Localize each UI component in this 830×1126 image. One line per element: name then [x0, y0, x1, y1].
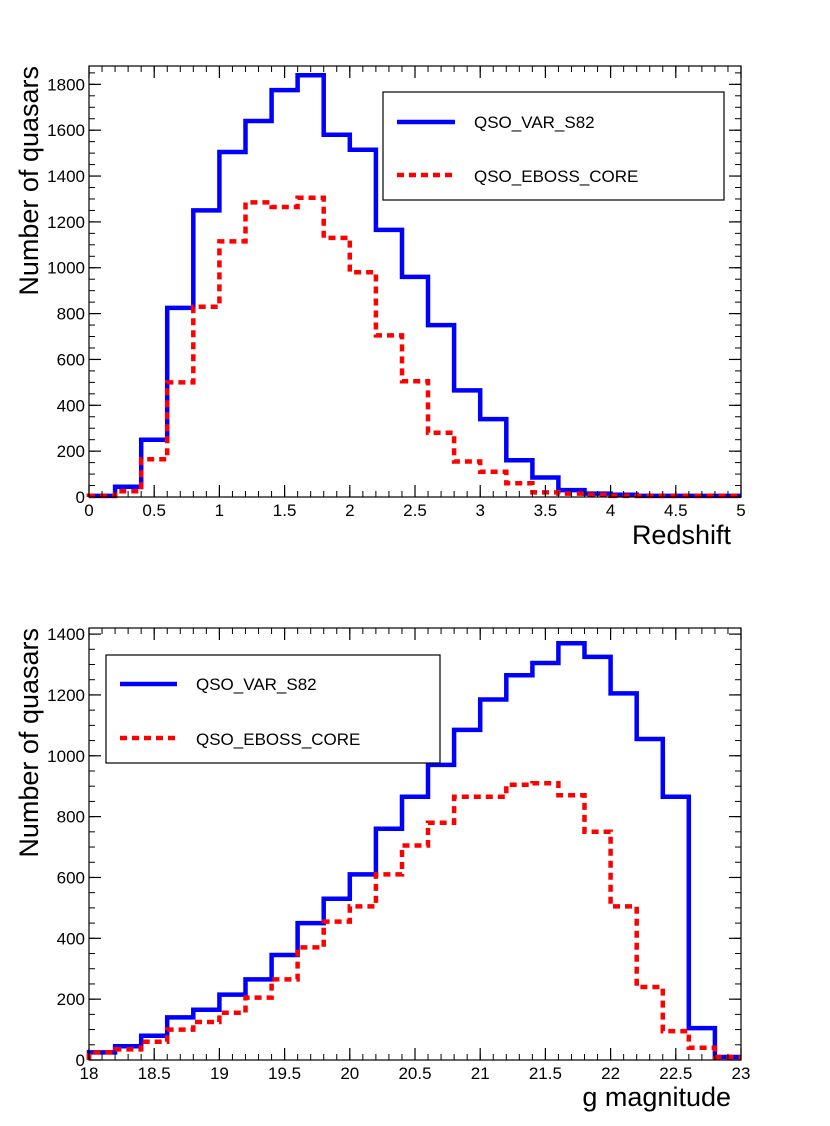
- y-tick-label: 1000: [47, 747, 85, 766]
- y-tick-label: 800: [57, 305, 85, 324]
- axis-ticks: [88, 628, 742, 1061]
- x-tick-label: 21: [471, 1064, 490, 1083]
- x-tick-label: 0.5: [142, 501, 166, 520]
- y-tick-label: 0: [76, 488, 85, 507]
- y-tick-labels: 0 200 400 600 800 1000 1200 1400: [47, 625, 85, 1070]
- x-tick-label: 2.5: [403, 501, 427, 520]
- x-tick-label: 5: [736, 501, 745, 520]
- x-tick-labels: 0 0.5 1 1.5 2 2.5 3 3.5 4 4.5 5: [84, 501, 745, 520]
- y-tick-label: 1800: [47, 75, 85, 94]
- legend-label-qso-var-s82: QSO_VAR_S82: [196, 675, 317, 694]
- y-tick-labels: 0 200 400 600 800 1000 1200 1400 1600 1800: [47, 75, 85, 507]
- y-tick-label: 1200: [47, 686, 85, 705]
- legend-label-qso-eboss-core: QSO_EBOSS_CORE: [196, 730, 360, 749]
- redshift-histogram-panel: 0 0.5 1 1.5 2 2.5 3 3.5 4 4.5 5 0 200 400 600 800 1000 1…: [14, 65, 746, 550]
- x-tick-label: 4: [606, 501, 615, 520]
- plot-area: [86, 72, 741, 499]
- axis-ticks: [88, 66, 742, 498]
- y-tick-label: 1400: [47, 167, 85, 186]
- x-tick-label: 19: [210, 1064, 229, 1083]
- series-qso-eboss-core: [86, 195, 741, 499]
- y-tick-label: 1400: [47, 625, 85, 644]
- series-qso-var-s82: [86, 640, 741, 1060]
- y-tick-label: 600: [57, 350, 85, 369]
- x-tick-label: 22.5: [659, 1064, 692, 1083]
- x-tick-label: 4.5: [664, 501, 688, 520]
- x-tick-label: 18: [80, 1064, 99, 1083]
- x-tick-label: 23: [732, 1064, 751, 1083]
- x-axis-title: g magnitude: [582, 1082, 731, 1112]
- y-tick-label: 800: [57, 808, 85, 827]
- legend: QSO_VAR_S82 QSO_EBOSS_CORE: [105, 654, 441, 764]
- legend-label-qso-var-s82: QSO_VAR_S82: [474, 113, 595, 132]
- x-tick-label: 20: [340, 1064, 359, 1083]
- x-tick-label: 1.5: [273, 501, 297, 520]
- y-axis-title: Number of quasars: [14, 628, 44, 858]
- y-tick-label: 200: [57, 990, 85, 1009]
- x-tick-label: 18.5: [138, 1064, 171, 1083]
- y-tick-label: 400: [57, 929, 85, 948]
- y-tick-label: 1000: [47, 259, 85, 278]
- x-axis-title: Redshift: [632, 520, 732, 550]
- legend-box: [105, 654, 441, 764]
- y-tick-label: 600: [57, 868, 85, 887]
- x-tick-label: 2: [345, 501, 354, 520]
- x-tick-label: 19.5: [268, 1064, 301, 1083]
- y-tick-label: 200: [57, 442, 85, 461]
- g-magnitude-histogram-panel: 18 18.5 19 19.5 20 20.5 21 21.5 22 22.5 23 0 200 400…: [14, 625, 750, 1112]
- y-axis-title: Number of quasars: [14, 66, 44, 296]
- y-tick-label: 400: [57, 396, 85, 415]
- x-tick-label: 22: [601, 1064, 620, 1083]
- x-tick-label: 3: [475, 501, 484, 520]
- x-tick-label: 20.5: [398, 1064, 431, 1083]
- x-tick-label: 0: [84, 501, 93, 520]
- legend-box: [382, 91, 725, 201]
- y-tick-label: 1200: [47, 213, 85, 232]
- x-tick-label: 21.5: [529, 1064, 562, 1083]
- y-tick-label: 0: [76, 1051, 85, 1070]
- plot-area: [86, 640, 741, 1060]
- legend-label-qso-eboss-core: QSO_EBOSS_CORE: [474, 167, 638, 186]
- x-tick-label: 3.5: [534, 501, 558, 520]
- series-qso-eboss-core: [86, 780, 741, 1060]
- x-tick-labels: 18 18.5 19 19.5 20 20.5 21 21.5 22 22.5 23: [80, 1064, 751, 1083]
- legend: QSO_VAR_S82 QSO_EBOSS_CORE: [382, 91, 725, 201]
- x-tick-label: 1: [215, 501, 224, 520]
- y-tick-label: 1600: [47, 121, 85, 140]
